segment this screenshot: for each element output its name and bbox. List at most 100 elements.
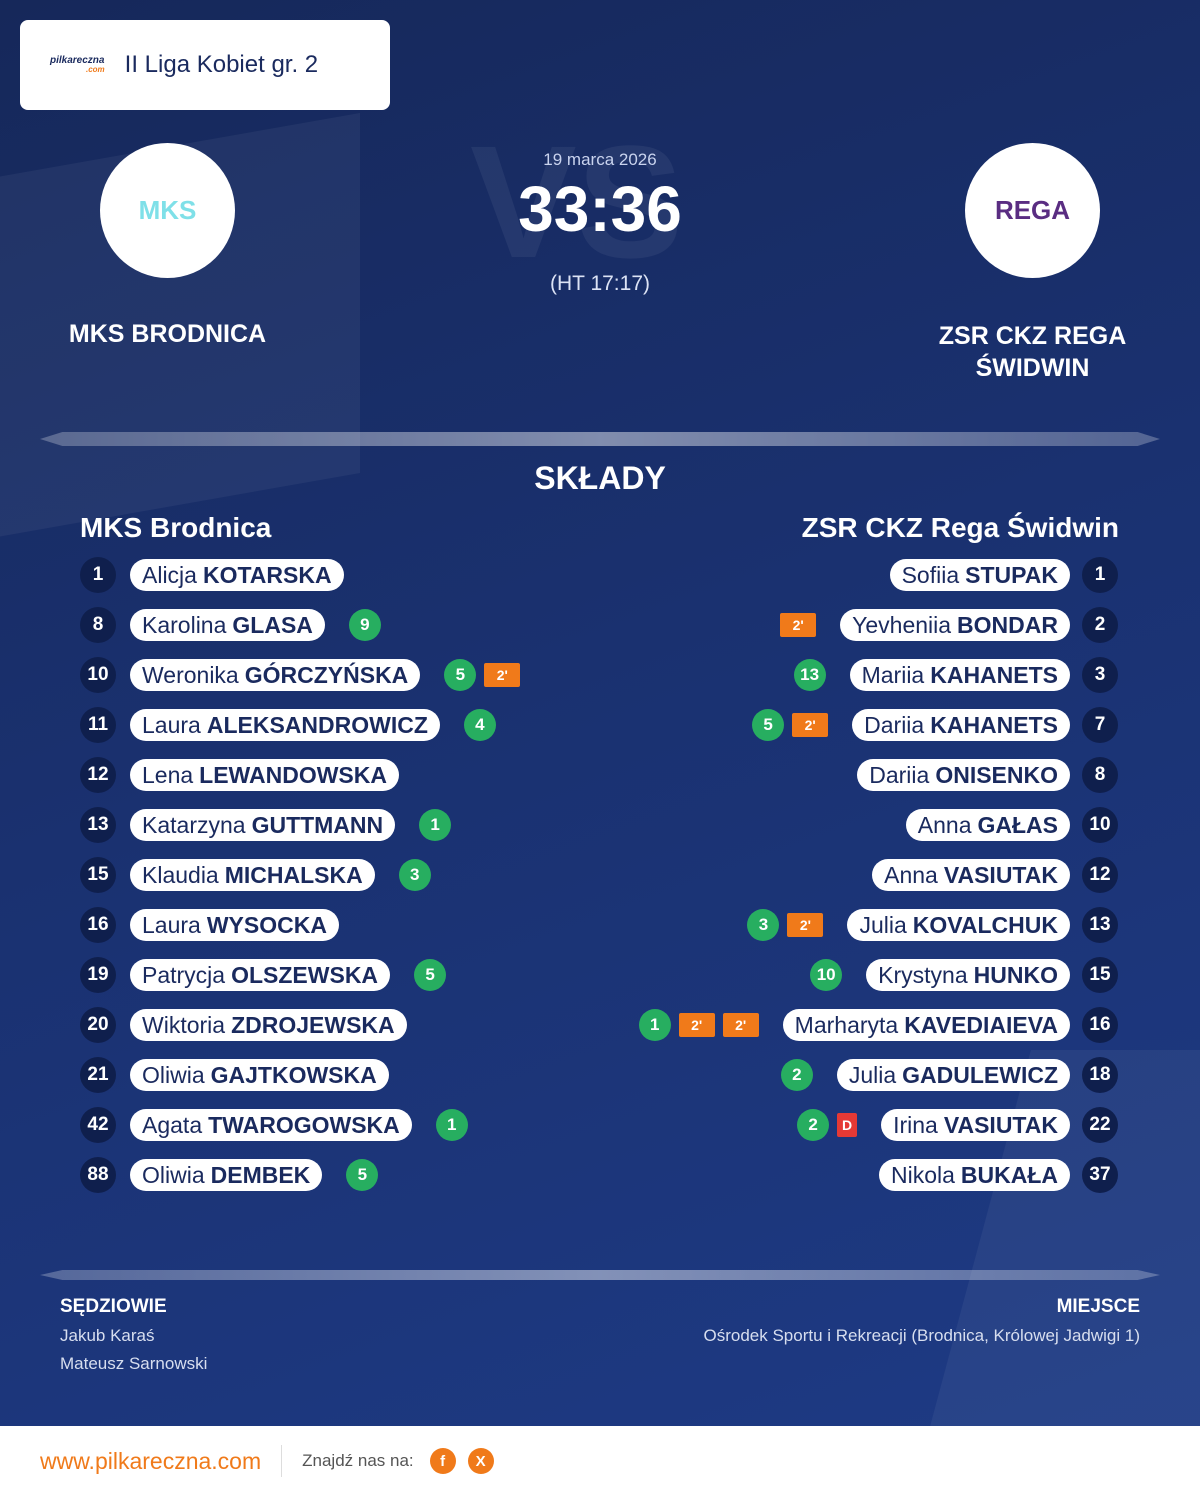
goals: 4 [463,709,496,741]
section-title: SKŁADY [534,460,666,496]
player-row: Nikola BUKAŁA 37 [878,1157,1118,1193]
first-name: Laura [142,911,201,938]
first-name: Oliwia [142,1061,205,1088]
player-name: Mariia KAHANETS [849,659,1070,691]
last-name: ZDROJEWSKA [231,1011,395,1038]
player-row: 2 Julia GADULEWICZ 18 [780,1057,1118,1093]
shirt-number: 13 [1082,907,1118,943]
last-name: ALEKSANDROWICZ [206,711,428,738]
divider [40,432,1160,446]
player-name: Julia GADULEWICZ [836,1059,1070,1091]
last-name: GAŁAS [977,811,1059,838]
facebook-icon[interactable]: f [429,1448,456,1474]
last-name: GUTTMANN [251,811,384,838]
divider [40,1270,1160,1280]
last-name: GLASA [232,611,313,638]
player-name: Dariia ONISENKO [857,759,1070,791]
first-name: Marharyta [794,1011,899,1038]
player-name: Nikola BUKAŁA [878,1159,1070,1191]
first-name: Nikola [890,1161,955,1188]
player-row: 13 Katarzyna GUTTMANN 1 [80,807,452,843]
last-name: HUNKO [973,961,1058,988]
player-row: 88 Oliwia DEMBEK 5 [80,1157,379,1193]
suspension: 2' [678,1013,715,1037]
goals: 5 [752,709,785,741]
away-team: ZSR CKZ Rega Świdwin [801,512,1119,543]
first-name: Patrycja [142,961,226,988]
goals: 1 [435,1109,468,1141]
player-name: Laura WYSOCKA [130,909,339,941]
player-name: Dariia KAHANETS [852,709,1070,741]
player-row: 5 2' Dariia KAHANETS 7 [752,707,1118,743]
goals: 3 [747,909,780,941]
player-name: Karolina GLASA [130,609,325,641]
goals: 2 [797,1109,830,1141]
suspension: 2' [722,1013,759,1037]
player-name: Sofiia STUPAK [889,559,1070,591]
website[interactable]: www.pilkareczna.com [40,1445,283,1477]
first-name: Laura [142,711,201,738]
player-row: 3 2' Julia KOVALCHUK 13 [747,907,1118,943]
player-row: Anna VASIUTAK 12 [872,857,1118,893]
player-name: Weronika GÓRCZYŃSKA [130,659,421,691]
player-name: Alicja KOTARSKA [130,559,344,591]
shirt-number: 11 [80,707,116,743]
goals: 9 [348,609,381,641]
first-name: Agata [142,1111,203,1138]
last-name: STUPAK [965,561,1058,588]
shirt-number: 20 [80,1007,116,1043]
player-name: Lena LEWANDOWSKA [130,759,399,791]
last-name: KAHANETS [930,661,1058,688]
last-name: DEMBEK [210,1161,311,1188]
goals: 2 [780,1059,813,1091]
player-name: Anna VASIUTAK [872,859,1070,891]
goals: 5 [444,659,477,691]
shirt-number: 13 [80,807,116,843]
last-name: LEWANDOWSKA [199,761,387,788]
first-name: Karolina [142,611,227,638]
last-name: GAJTKOWSKA [210,1061,377,1088]
suspension: 2' [792,713,829,737]
home-team: MKS Brodnica [80,512,272,543]
first-name: Irina [893,1111,938,1138]
red-card: D [837,1113,858,1137]
player-row: 13 Mariia KAHANETS 3 [793,657,1118,693]
last-name: GADULEWICZ [902,1061,1058,1088]
last-name: GÓRCZYŃSKA [244,661,409,688]
first-name: Katarzyna [142,811,246,838]
last-name: KAHANETS [930,711,1058,738]
player-row: 10 Weronika GÓRCZYŃSKA 5 2' [80,657,521,693]
last-name: KOTARSKA [202,561,332,588]
halftime: (HT 17:17) [550,272,650,295]
shirt-number: 1 [80,557,116,593]
shirt-number: 88 [80,1157,116,1193]
shirt-number: 12 [80,757,116,793]
shirt-number: 37 [1082,1157,1118,1193]
first-name: Oliwia [142,1161,205,1188]
player-name: Oliwia GAJTKOWSKA [130,1059,389,1091]
last-name: TWAROGOWSKA [208,1111,400,1138]
date: 19 marca 2026 [543,150,657,169]
shirt-number: 3 [1082,657,1118,693]
goals: 1 [638,1009,671,1041]
league: II Liga Kobiet gr. 2 [124,51,319,78]
header-card: pilkareczna .com II Liga Kobiet gr. 2 [20,20,390,110]
player-row: 12 Lena LEWANDOWSKA [80,757,399,793]
goals: 3 [398,859,431,891]
player-row: Dariia ONISENKO 8 [857,757,1118,793]
shirt-number: 22 [1082,1107,1118,1143]
shirt-number: 21 [80,1057,116,1093]
last-name: WYSOCKA [206,911,327,938]
referee: Jakub Karaś [60,1326,155,1345]
shirt-number: 42 [80,1107,116,1143]
shirt-number: 16 [80,907,116,943]
goals: 5 [414,959,447,991]
goals: 10 [810,959,843,991]
player-name: Krystyna HUNKO [866,959,1070,991]
x-icon[interactable]: X [467,1448,494,1474]
player-row: 20 Wiktoria ZDROJEWSKA [80,1007,407,1043]
player-name: Irina VASIUTAK [881,1109,1070,1141]
player-row: 15 Klaudia MICHALSKA 3 [80,857,431,893]
player-name: Marharyta KAVEDIAIEVA [782,1009,1070,1041]
